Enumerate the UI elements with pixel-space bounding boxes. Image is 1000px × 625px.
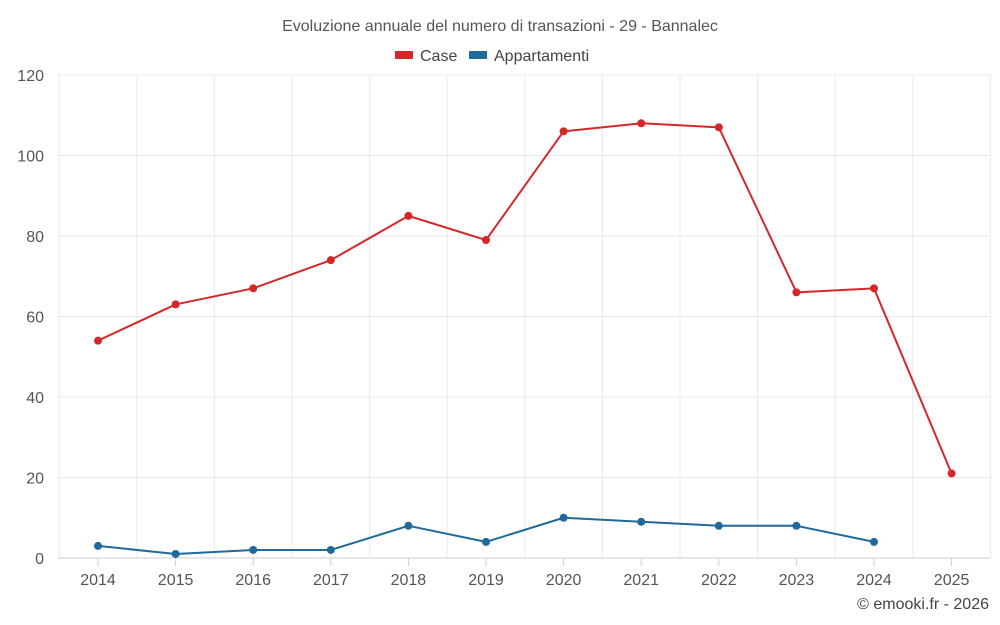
- data-point-case[interactable]: [792, 288, 801, 297]
- data-point-case[interactable]: [637, 119, 646, 128]
- x-tick-label: 2015: [158, 572, 194, 589]
- series-group: [94, 119, 956, 558]
- data-point-case[interactable]: [326, 256, 335, 265]
- x-tick-label: 2020: [546, 572, 582, 589]
- data-point-appartamenti[interactable]: [714, 521, 723, 530]
- y-tick-label: 60: [26, 310, 44, 327]
- x-tick-label: 2025: [934, 572, 970, 589]
- x-tick-label: 2024: [856, 572, 892, 589]
- y-tick-label: 120: [17, 68, 44, 85]
- data-point-case[interactable]: [171, 300, 180, 309]
- x-tick-label: 2023: [779, 572, 815, 589]
- chart-title: Evoluzione annuale del numero di transaz…: [282, 18, 718, 35]
- y-tick-label: 80: [26, 229, 44, 246]
- y-tick-label: 40: [26, 390, 44, 407]
- data-point-appartamenti[interactable]: [792, 521, 801, 530]
- horizontal-gridlines: [58, 74, 990, 478]
- legend-swatch-case: [395, 51, 413, 59]
- data-point-case[interactable]: [482, 236, 490, 245]
- data-point-appartamenti[interactable]: [482, 537, 490, 546]
- data-point-case[interactable]: [559, 127, 568, 136]
- y-tick-label: 20: [26, 471, 44, 488]
- data-point-appartamenti[interactable]: [637, 517, 646, 526]
- y-tick-label: 100: [17, 149, 44, 166]
- data-point-appartamenti[interactable]: [171, 549, 180, 558]
- y-axis-ticks: 0 20 40 60 80 100 120: [17, 68, 44, 568]
- data-point-case[interactable]: [404, 211, 413, 220]
- credit-text: © emooki.fr - 2026: [857, 596, 989, 613]
- legend-label-case[interactable]: Case: [420, 48, 457, 65]
- data-point-case[interactable]: [947, 469, 956, 478]
- legend-swatch-appartamenti: [469, 51, 487, 59]
- x-tick-label: 2018: [391, 572, 427, 589]
- data-point-case[interactable]: [94, 336, 102, 345]
- series-line-case: [97, 122, 953, 474]
- data-point-appartamenti[interactable]: [249, 545, 258, 554]
- data-point-appartamenti[interactable]: [559, 513, 568, 522]
- x-tick-label: 2016: [235, 572, 271, 589]
- x-tick-label: 2019: [468, 572, 504, 589]
- data-point-case[interactable]: [870, 284, 878, 293]
- x-tick-label: 2022: [701, 572, 737, 589]
- data-point-appartamenti[interactable]: [404, 521, 413, 530]
- data-point-appartamenti[interactable]: [94, 541, 102, 550]
- x-tick-label: 2014: [80, 572, 116, 589]
- data-point-case[interactable]: [714, 123, 723, 132]
- data-point-appartamenti[interactable]: [870, 537, 878, 546]
- data-point-case[interactable]: [249, 284, 258, 293]
- x-tick-label: 2017: [313, 572, 349, 589]
- y-tick-label: 0: [35, 551, 44, 568]
- data-point-appartamenti[interactable]: [326, 545, 335, 554]
- legend: Case Appartamenti: [395, 48, 589, 65]
- x-tick-label: 2021: [623, 572, 659, 589]
- x-axis-ticks: 2014 2015 2016 2017 2018 2019 2020 2021 2022 2023…: [80, 558, 969, 589]
- legend-label-appartamenti[interactable]: Appartamenti: [494, 48, 589, 65]
